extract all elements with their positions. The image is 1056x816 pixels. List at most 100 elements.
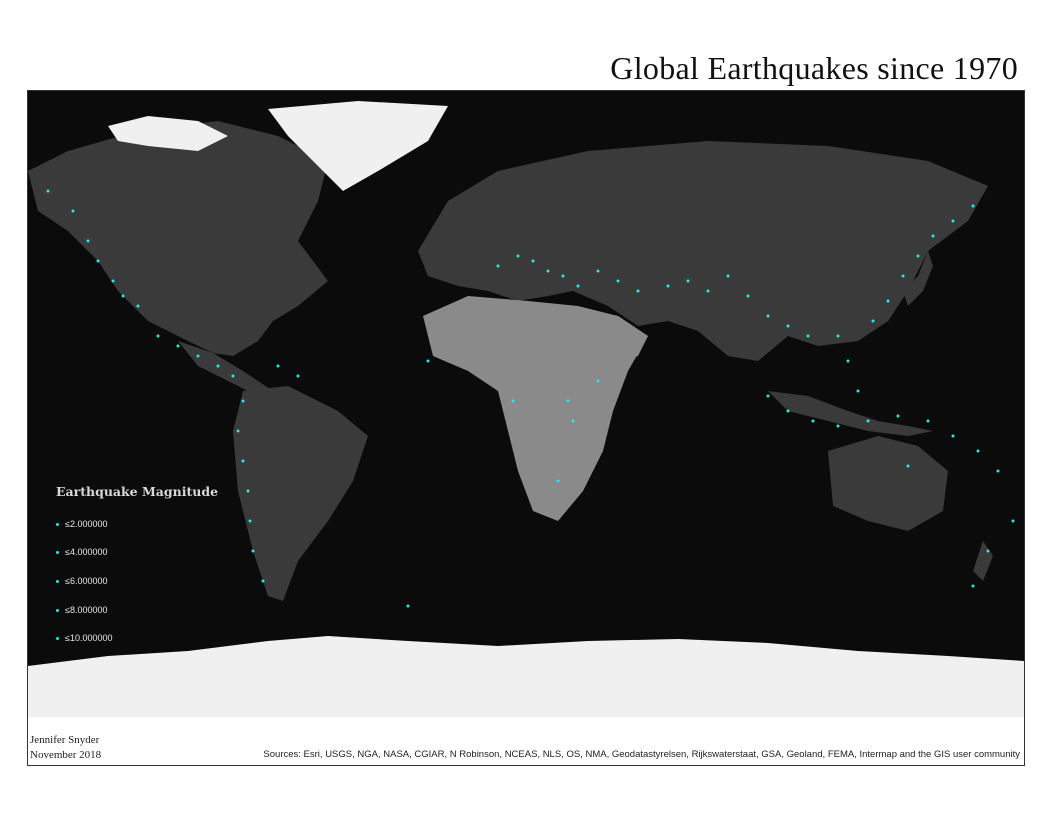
quake-point: [516, 254, 520, 258]
australia: [828, 436, 948, 531]
quake-point: [71, 209, 75, 213]
quake-point: [216, 364, 220, 368]
quake-point: [786, 324, 790, 328]
quake-point: [996, 469, 1000, 473]
author-date: November 2018: [30, 749, 102, 761]
quake-point: [931, 234, 935, 238]
legend-item-label: ≤4.000000: [65, 547, 108, 557]
legend-item: ≤6.000000: [56, 574, 107, 588]
quake-point: [836, 334, 840, 338]
deserts-africa: [423, 296, 648, 521]
quake-point: [766, 394, 770, 398]
quake-point: [786, 409, 790, 413]
arabia: [578, 311, 648, 366]
antarctica: [28, 636, 1024, 717]
japan: [903, 251, 933, 306]
legend-item-label: ≤6.000000: [65, 576, 108, 586]
ice-caps: [28, 101, 1024, 717]
quake-point: [871, 319, 875, 323]
legend-item: ≤2.000000: [56, 517, 107, 531]
quake-point: [836, 424, 840, 428]
quake-point: [856, 389, 860, 393]
legend-item-label: ≤10.000000: [65, 633, 113, 643]
central-america: [178, 341, 278, 401]
quake-point: [886, 299, 890, 303]
quake-point: [846, 359, 850, 363]
legend-item: ≤4.000000: [56, 545, 107, 559]
quake-point: [511, 399, 515, 403]
quake-point: [1011, 519, 1015, 523]
author-name: Jennifer Snyder: [30, 734, 100, 746]
quake-point: [251, 549, 255, 553]
quake-point: [926, 419, 930, 423]
quake-point: [111, 279, 115, 283]
quake-point: [496, 264, 500, 268]
quake-point: [241, 459, 245, 463]
quake-point: [546, 269, 550, 273]
quake-point: [121, 294, 125, 298]
quake-point: [951, 434, 955, 438]
quake-point: [811, 419, 815, 423]
quake-point: [561, 274, 565, 278]
africa: [423, 296, 648, 521]
quake-point: [248, 519, 252, 523]
quake-point: [951, 219, 955, 223]
quake-point: [866, 419, 870, 423]
quake-point: [766, 314, 770, 318]
quake-dot-icon: [56, 608, 59, 612]
quake-point: [726, 274, 730, 278]
south-america: [233, 386, 368, 601]
legend-item-label: ≤8.000000: [65, 605, 108, 615]
quake-point: [571, 419, 575, 423]
quake-point: [531, 259, 535, 263]
sources-credit: Sources: Esri, USGS, NGA, NASA, CGIAR, N…: [263, 749, 1020, 760]
quake-point: [176, 344, 180, 348]
quake-point: [666, 284, 670, 288]
quake-point: [46, 189, 50, 193]
legend-item: ≤10.000000: [56, 631, 112, 645]
landmasses: [28, 121, 993, 601]
quake-point: [231, 374, 235, 378]
world-map[interactable]: Earthquake Magnitude ≤2.000000 ≤4.000000…: [28, 91, 1024, 717]
quake-point: [576, 284, 580, 288]
legend: Earthquake Magnitude ≤2.000000 ≤4.000000…: [56, 484, 226, 643]
footer: Jennifer Snyder November 2018 Sources: E…: [28, 719, 1024, 765]
map-title: Global Earthquakes since 1970: [610, 50, 1018, 86]
quake-dot-icon: [56, 579, 59, 583]
author-block: Jennifer Snyder November 2018: [30, 733, 101, 763]
legend-item-label: ≤2.000000: [65, 519, 108, 529]
quake-point: [746, 294, 750, 298]
quake-dot-icon: [56, 522, 59, 526]
quake-point: [896, 414, 900, 418]
quake-point: [236, 429, 240, 433]
quake-point: [706, 289, 710, 293]
quake-point: [686, 279, 690, 283]
greenland: [268, 101, 448, 191]
quake-point: [616, 279, 620, 283]
quake-point: [296, 374, 300, 378]
quake-point: [636, 289, 640, 293]
quake-point: [906, 464, 910, 468]
quake-point: [556, 479, 560, 483]
quake-point: [196, 354, 200, 358]
quake-point: [971, 204, 975, 208]
quake-point: [86, 239, 90, 243]
quake-point: [276, 364, 280, 368]
quake-point: [976, 449, 980, 453]
quake-point: [136, 304, 140, 308]
quake-point: [566, 399, 570, 403]
quake-point: [156, 334, 160, 338]
quake-point: [971, 584, 975, 588]
world-map-canvas: [28, 91, 1024, 717]
quake-point: [261, 579, 265, 583]
quake-dot-icon: [56, 636, 59, 640]
quake-point: [596, 269, 600, 273]
quake-point: [426, 359, 430, 363]
southeast-asia: [768, 391, 933, 436]
quake-point: [901, 274, 905, 278]
quake-point: [96, 259, 100, 263]
eurasia: [418, 141, 988, 361]
quake-point: [806, 334, 810, 338]
quake-point: [596, 379, 600, 383]
quake-point: [406, 604, 410, 608]
